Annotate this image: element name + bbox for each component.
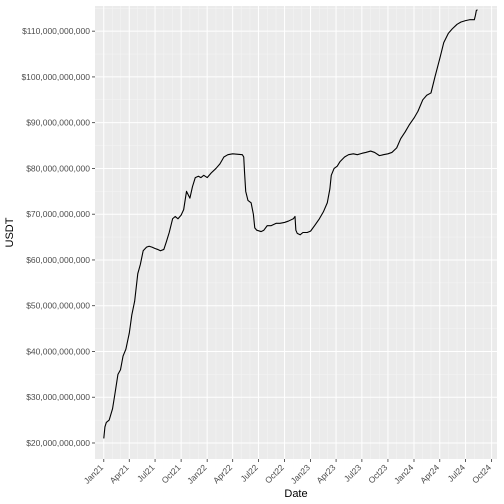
y-tick-label: $70,000,000,000 xyxy=(26,209,90,219)
x-tick-label: Jan24 xyxy=(392,462,416,486)
y-tick-label: $90,000,000,000 xyxy=(26,118,90,128)
major-x-gridlines xyxy=(103,6,493,459)
x-tick-label: Apr23 xyxy=(314,462,337,485)
x-axis-title: Date xyxy=(284,488,307,500)
y-axis-title: USDT xyxy=(4,217,16,247)
y-tick-label: $60,000,000,000 xyxy=(26,255,90,265)
plot-panel xyxy=(95,6,497,459)
x-tick-label: Apr21 xyxy=(108,462,131,485)
x-tick-label: Jul22 xyxy=(238,462,260,484)
x-tick-label: Jul24 xyxy=(446,462,468,484)
usdt-series-line xyxy=(103,9,478,439)
x-tick-label: Jul23 xyxy=(342,462,364,484)
x-tick-label: Jan21 xyxy=(82,462,106,486)
x-tick-label: Oct24 xyxy=(470,462,493,485)
x-tick-label: Apr22 xyxy=(211,462,234,485)
y-tick-label: $100,000,000,000 xyxy=(21,72,90,82)
x-tick-label: Jan22 xyxy=(185,462,209,486)
x-tick-label: Oct22 xyxy=(263,462,286,485)
x-tick-label: Apr24 xyxy=(418,462,441,485)
x-tick-label: Jan23 xyxy=(289,462,313,486)
y-tick-label: $30,000,000,000 xyxy=(26,392,90,402)
major-y-gridlines xyxy=(95,30,497,444)
y-tick-label: $20,000,000,000 xyxy=(26,438,90,448)
x-tick-label: Oct23 xyxy=(366,462,389,485)
y-tick-label: $50,000,000,000 xyxy=(26,301,90,311)
x-tick-label: Jul21 xyxy=(135,462,157,484)
minor-y-gridlines xyxy=(95,8,497,421)
y-tick-label: $40,000,000,000 xyxy=(26,346,90,356)
minor-x-gridlines xyxy=(112,6,484,459)
x-axis-ticks: Jan21 Apr21 Jul21 Oct21 Jan22 Apr22 Jul22 Oct22… xyxy=(82,459,493,486)
x-tick-label: Oct21 xyxy=(159,462,182,485)
y-tick-label: $80,000,000,000 xyxy=(26,163,90,173)
y-axis-ticks: $20,000,000,000 $30,000,000,000 $40,000,00… xyxy=(21,26,95,448)
y-tick-label: $110,000,000,000 xyxy=(22,26,90,36)
